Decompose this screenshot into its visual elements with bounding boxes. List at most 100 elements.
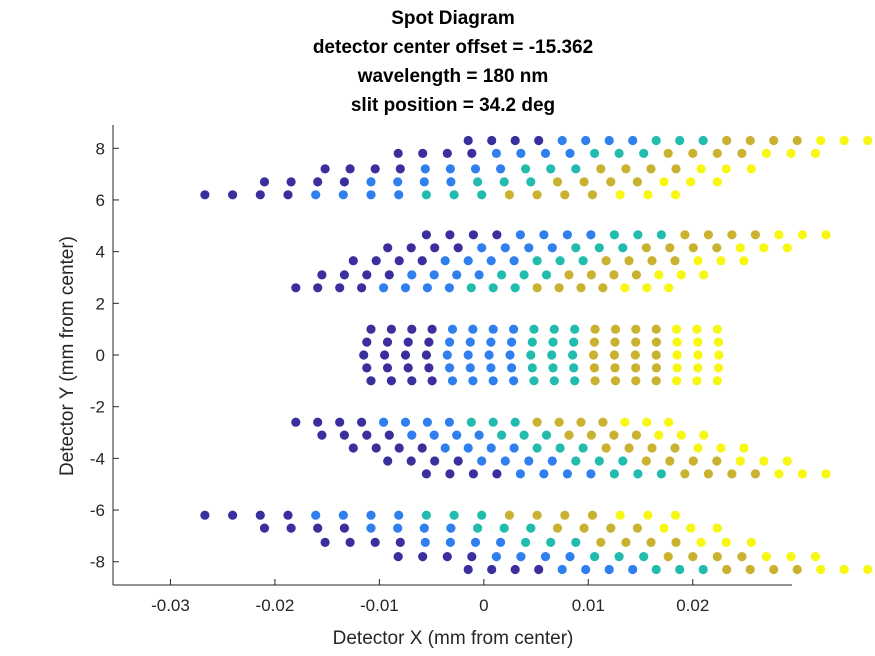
spot-point — [631, 337, 641, 347]
spot-point — [654, 430, 664, 440]
spot-point — [610, 376, 621, 386]
chart-title-line-1: Spot Diagram — [391, 8, 515, 29]
y-axis-label: Detector Y (mm from center) — [57, 236, 78, 476]
spot-point — [366, 177, 376, 187]
spot-point — [474, 270, 484, 280]
spot-point — [549, 376, 559, 386]
spot-point — [386, 324, 396, 334]
spot-point — [651, 363, 662, 373]
spot-point — [774, 230, 784, 240]
spot-point — [569, 363, 579, 373]
spot-point — [335, 417, 345, 427]
spot-point — [739, 443, 749, 453]
spot-point — [735, 243, 745, 253]
spot-point — [816, 135, 826, 146]
spot-point — [447, 376, 458, 386]
spot-point — [486, 443, 496, 453]
spot-point — [620, 417, 630, 427]
spot-point — [555, 443, 565, 453]
spot-point — [200, 510, 210, 520]
spot-point — [656, 230, 667, 240]
spot-point — [557, 135, 567, 146]
spot-point — [444, 283, 454, 293]
spot-point — [446, 177, 456, 187]
x-tick-label: -0.02 — [256, 596, 295, 615]
spot-point — [430, 456, 440, 466]
spot-point — [335, 283, 345, 293]
spot-point — [499, 177, 509, 187]
spot-point — [665, 456, 675, 466]
spot-point — [570, 376, 580, 386]
spot-point — [468, 469, 478, 479]
spot-point — [624, 256, 634, 266]
spot-point — [670, 256, 680, 266]
spot-point — [362, 430, 372, 440]
spot-point — [519, 270, 529, 280]
spot-point — [670, 510, 681, 520]
spot-point — [320, 164, 330, 174]
spot-point — [400, 283, 411, 293]
spot-point — [449, 510, 459, 520]
spot-point — [571, 164, 581, 174]
spot-point — [445, 337, 455, 347]
spot-point — [445, 363, 455, 373]
spot-point — [587, 190, 598, 200]
spot-point — [547, 350, 557, 360]
spot-point — [539, 230, 549, 240]
spot-point — [487, 564, 497, 575]
spot-point — [663, 148, 673, 158]
spot-point — [366, 510, 376, 520]
spot-point — [792, 564, 802, 575]
spot-point — [486, 256, 496, 266]
spot-point — [421, 230, 431, 240]
spot-point — [419, 177, 429, 187]
spot-point — [504, 510, 514, 520]
spot-point — [430, 243, 440, 253]
spot-point — [286, 523, 296, 533]
spot-point — [488, 324, 498, 334]
spot-point — [651, 350, 661, 360]
spot-point — [745, 564, 755, 575]
spot-point — [671, 164, 681, 174]
spot-point — [581, 564, 591, 575]
spot-point — [496, 537, 506, 548]
spot-point — [712, 177, 722, 187]
spot-point — [692, 376, 702, 386]
spot-point — [727, 230, 737, 240]
spot-point — [712, 243, 722, 253]
spot-point — [507, 337, 517, 347]
spot-point — [671, 537, 681, 548]
spot-point — [407, 430, 417, 440]
spot-point — [670, 190, 681, 200]
spot-point — [418, 148, 428, 158]
spot-point — [618, 243, 628, 253]
spot-point — [675, 135, 685, 146]
spot-point — [609, 230, 620, 240]
spot-point — [839, 564, 849, 575]
spot-point — [863, 135, 873, 146]
spot-point — [491, 148, 501, 158]
spot-point — [339, 430, 349, 440]
spot-point — [761, 552, 772, 562]
spot-point — [286, 177, 296, 187]
y-tick-label: 8 — [96, 139, 105, 158]
spot-point — [560, 510, 570, 520]
spot-point — [586, 469, 596, 479]
spot-point — [311, 510, 321, 520]
spot-point — [631, 324, 641, 334]
spot-point — [524, 456, 534, 466]
spot-point — [586, 430, 597, 440]
spot-point — [633, 469, 643, 479]
spot-point — [362, 337, 372, 347]
spot-point — [395, 164, 405, 174]
spot-point — [651, 337, 662, 347]
spot-point — [255, 190, 265, 200]
spot-point — [532, 443, 542, 453]
spot-point — [596, 537, 606, 548]
spot-point — [703, 230, 714, 240]
spot-point — [759, 243, 769, 253]
spot-point — [578, 256, 588, 266]
spot-point — [601, 443, 611, 453]
spot-point — [576, 283, 586, 293]
spot-point — [541, 430, 552, 440]
